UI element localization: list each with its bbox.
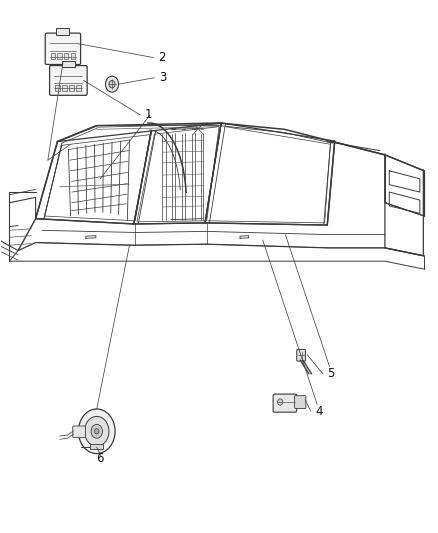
Bar <box>71 53 75 59</box>
Text: 1: 1 <box>145 109 152 122</box>
Circle shape <box>109 80 115 88</box>
FancyBboxPatch shape <box>49 66 87 95</box>
FancyBboxPatch shape <box>45 33 81 64</box>
Bar <box>62 85 67 91</box>
FancyBboxPatch shape <box>73 426 85 438</box>
Bar <box>57 28 70 35</box>
Circle shape <box>278 399 283 405</box>
Text: 3: 3 <box>159 71 166 84</box>
Bar <box>90 443 103 449</box>
Text: 6: 6 <box>96 453 103 465</box>
Circle shape <box>95 429 99 434</box>
Text: 5: 5 <box>327 367 335 381</box>
FancyBboxPatch shape <box>297 350 305 361</box>
Bar <box>55 85 60 91</box>
Bar <box>64 53 68 59</box>
Bar <box>62 61 75 67</box>
Text: 4: 4 <box>315 405 322 417</box>
Circle shape <box>85 416 109 446</box>
Circle shape <box>106 76 119 92</box>
Bar <box>69 85 74 91</box>
Bar <box>76 85 81 91</box>
Bar <box>51 53 55 59</box>
Text: 2: 2 <box>158 51 166 64</box>
FancyBboxPatch shape <box>294 395 306 408</box>
Circle shape <box>91 424 102 438</box>
Bar <box>57 53 62 59</box>
FancyBboxPatch shape <box>273 394 297 412</box>
Circle shape <box>78 409 115 454</box>
